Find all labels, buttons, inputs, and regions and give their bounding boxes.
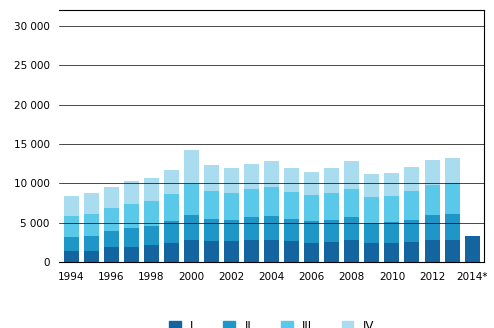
Bar xyxy=(284,168,299,192)
Bar xyxy=(284,241,299,262)
Bar xyxy=(244,217,259,240)
Bar xyxy=(405,220,419,242)
Bar xyxy=(144,245,159,262)
Bar xyxy=(384,196,400,222)
Bar xyxy=(84,193,99,214)
Bar xyxy=(424,160,440,185)
Bar xyxy=(184,215,199,239)
Bar xyxy=(124,229,139,247)
Bar xyxy=(324,242,339,262)
Bar xyxy=(324,193,339,220)
Bar xyxy=(304,221,319,243)
Bar xyxy=(365,197,379,223)
Bar xyxy=(204,219,219,241)
Bar xyxy=(284,219,299,241)
Bar xyxy=(264,239,279,262)
Bar xyxy=(344,217,359,240)
Bar xyxy=(424,215,440,239)
Bar xyxy=(244,240,259,262)
Bar xyxy=(184,150,199,184)
Bar xyxy=(304,172,319,195)
Bar xyxy=(64,196,79,216)
Bar xyxy=(64,237,79,251)
Bar xyxy=(144,226,159,245)
Bar xyxy=(424,185,440,215)
Bar xyxy=(405,167,419,191)
Bar xyxy=(184,184,199,215)
Bar xyxy=(64,216,79,237)
Bar xyxy=(344,240,359,262)
Bar xyxy=(224,169,239,193)
Bar xyxy=(204,241,219,262)
Bar xyxy=(124,247,139,262)
Bar xyxy=(384,222,400,243)
Bar xyxy=(84,214,99,236)
Bar xyxy=(365,223,379,243)
Bar xyxy=(365,243,379,262)
Bar xyxy=(184,239,199,262)
Bar xyxy=(104,247,119,262)
Bar xyxy=(144,201,159,226)
Bar xyxy=(84,236,99,251)
Bar xyxy=(324,220,339,242)
Legend: I, II, III, IV: I, II, III, IV xyxy=(165,315,379,328)
Bar xyxy=(64,251,79,262)
Bar xyxy=(164,221,179,243)
Bar xyxy=(384,243,400,262)
Bar xyxy=(264,216,279,239)
Bar xyxy=(304,243,319,262)
Bar xyxy=(365,174,379,197)
Bar xyxy=(344,161,359,189)
Bar xyxy=(124,204,139,229)
Bar xyxy=(405,242,419,262)
Bar xyxy=(464,236,480,262)
Bar xyxy=(244,189,259,217)
Bar xyxy=(264,161,279,187)
Bar xyxy=(224,193,239,220)
Bar xyxy=(204,191,219,219)
Bar xyxy=(445,183,459,214)
Bar xyxy=(104,187,119,208)
Bar xyxy=(244,164,259,189)
Bar xyxy=(284,192,299,219)
Bar xyxy=(424,239,440,262)
Bar xyxy=(304,195,319,221)
Bar xyxy=(445,239,459,262)
Bar xyxy=(144,178,159,201)
Bar xyxy=(445,214,459,239)
Bar xyxy=(384,173,400,196)
Bar xyxy=(445,158,459,183)
Bar xyxy=(324,168,339,193)
Bar xyxy=(264,187,279,216)
Bar xyxy=(104,231,119,247)
Bar xyxy=(204,165,219,191)
Bar xyxy=(104,208,119,231)
Bar xyxy=(224,241,239,262)
Bar xyxy=(164,170,179,194)
Bar xyxy=(224,220,239,241)
Bar xyxy=(344,189,359,217)
Bar xyxy=(124,181,139,204)
Bar xyxy=(164,243,179,262)
Bar xyxy=(164,194,179,221)
Bar xyxy=(405,191,419,220)
Bar xyxy=(84,251,99,262)
